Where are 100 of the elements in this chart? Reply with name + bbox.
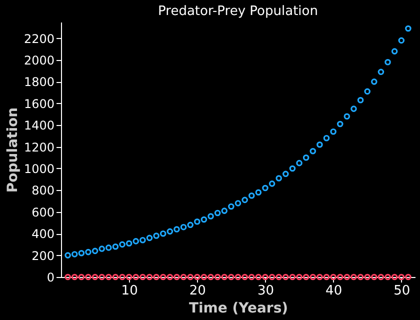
x-tick-label: 30: [257, 284, 274, 298]
x-tick-label: 10: [121, 284, 138, 298]
point: [194, 218, 200, 225]
point: [98, 274, 105, 280]
point: [200, 216, 208, 223]
point: [166, 274, 174, 280]
point: [140, 236, 146, 244]
point: [106, 274, 112, 280]
point: [242, 196, 248, 204]
point: [166, 228, 174, 235]
point: [160, 274, 166, 280]
point: [174, 274, 180, 280]
point: [391, 48, 398, 54]
point: [78, 274, 85, 280]
point: [336, 274, 344, 280]
point: [221, 274, 228, 280]
point: [378, 274, 384, 280]
point: [336, 120, 344, 128]
point: [405, 274, 412, 280]
point: [282, 274, 289, 280]
y-tick-label: 1800: [24, 75, 54, 90]
y-axis-title: Population: [4, 107, 21, 193]
y-tick-label: 200: [32, 248, 54, 263]
point: [302, 154, 310, 161]
point: [310, 274, 316, 280]
point: [71, 251, 78, 258]
point: [364, 274, 370, 280]
point: [85, 274, 92, 280]
point: [344, 274, 350, 280]
point: [234, 274, 242, 280]
point: [119, 241, 126, 248]
point: [255, 274, 262, 280]
point: [378, 68, 384, 76]
point: [126, 274, 132, 280]
point: [194, 274, 200, 280]
point: [78, 250, 85, 256]
point: [405, 25, 412, 32]
point: [228, 274, 234, 280]
point: [384, 59, 391, 66]
point: [323, 134, 330, 142]
x-tick-label: 50: [394, 284, 410, 298]
y-tick-label: 2200: [24, 32, 54, 46]
point: [228, 203, 234, 210]
point: [221, 208, 228, 214]
point: [119, 274, 126, 280]
point: [330, 274, 336, 280]
point: [112, 274, 119, 280]
y-tick-label: 1000: [24, 162, 54, 176]
x-axis-title: Time (Years): [188, 300, 288, 316]
point: [98, 246, 105, 252]
point: [371, 274, 378, 280]
point: [92, 274, 98, 280]
y-tick-label: 1200: [24, 140, 54, 154]
point: [248, 274, 255, 280]
point: [371, 78, 378, 85]
point: [289, 165, 296, 172]
point: [146, 274, 153, 280]
point: [146, 234, 153, 242]
y-tick-label: 2000: [24, 53, 54, 68]
y-tick-label: 600: [32, 205, 54, 220]
point: [398, 274, 405, 280]
point: [132, 274, 140, 280]
point: [302, 274, 310, 280]
point: [296, 274, 302, 280]
point: [357, 96, 364, 104]
point: [296, 160, 302, 166]
x-tick-label: 20: [189, 284, 206, 298]
point: [208, 213, 214, 220]
point: [330, 128, 336, 135]
point: [282, 170, 289, 178]
point: [262, 274, 268, 280]
point: [174, 226, 180, 232]
point: [71, 274, 78, 280]
point: [234, 200, 242, 206]
point: [391, 274, 398, 280]
point: [384, 274, 391, 280]
point: [106, 244, 112, 251]
y-tick-label: 400: [32, 227, 54, 242]
point: [268, 274, 276, 280]
point: [364, 88, 370, 95]
point: [64, 274, 71, 280]
point: [214, 274, 221, 280]
point: [214, 210, 221, 216]
point: [248, 192, 255, 199]
point: [64, 252, 71, 258]
y-tick-label: 800: [32, 184, 54, 198]
point: [187, 274, 194, 280]
point: [268, 180, 276, 187]
point: [316, 274, 323, 280]
y-tick-label: 1600: [24, 96, 54, 111]
chart-title: Predator-Prey Population: [158, 4, 318, 19]
point: [276, 274, 282, 280]
point: [344, 113, 350, 120]
point: [276, 175, 282, 182]
point: [398, 37, 405, 44]
point: [350, 106, 357, 112]
point: [316, 141, 323, 148]
point: [180, 224, 187, 230]
point: [200, 274, 208, 280]
point: [92, 248, 98, 254]
